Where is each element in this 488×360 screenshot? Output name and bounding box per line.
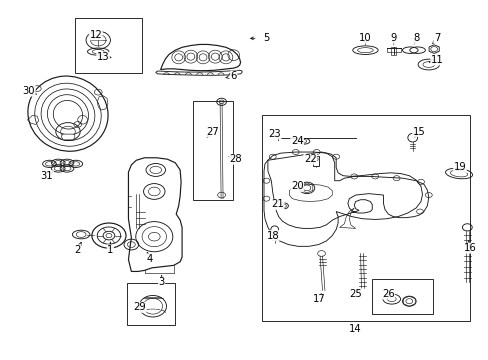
Text: 23: 23: [268, 129, 281, 139]
Text: 12: 12: [89, 30, 102, 40]
Text: 26: 26: [381, 289, 394, 299]
Text: 3: 3: [158, 277, 164, 287]
Bar: [390, 47, 395, 55]
Text: 14: 14: [348, 324, 361, 334]
Text: 25: 25: [348, 289, 361, 299]
Bar: [312, 156, 318, 166]
Text: 17: 17: [312, 294, 325, 304]
Text: 4: 4: [146, 254, 152, 264]
Text: 21: 21: [271, 199, 284, 210]
Text: 20: 20: [290, 181, 303, 192]
Polygon shape: [61, 134, 75, 140]
Text: 11: 11: [430, 55, 443, 65]
Text: 29: 29: [133, 302, 146, 312]
Text: 8: 8: [412, 33, 418, 43]
Text: 2: 2: [74, 245, 81, 255]
Text: 13: 13: [97, 52, 109, 62]
Text: 1: 1: [107, 245, 113, 255]
Bar: [75, 18, 142, 73]
Text: 10: 10: [358, 33, 371, 43]
Text: 5: 5: [263, 33, 269, 43]
Bar: [193, 101, 233, 200]
Text: 24: 24: [290, 136, 303, 146]
Text: 7: 7: [433, 33, 439, 43]
Text: 15: 15: [412, 127, 425, 136]
Bar: [127, 283, 175, 325]
Text: 18: 18: [266, 231, 279, 240]
Text: 28: 28: [229, 154, 242, 164]
Text: 27: 27: [206, 127, 219, 136]
Text: 31: 31: [41, 171, 53, 181]
Text: 9: 9: [390, 33, 396, 43]
Text: 22: 22: [304, 154, 316, 164]
Text: 30: 30: [22, 86, 35, 96]
Bar: [386, 48, 400, 51]
Text: 19: 19: [453, 162, 466, 172]
Bar: [371, 279, 432, 315]
Text: 16: 16: [463, 243, 475, 253]
Bar: [261, 116, 469, 320]
Text: 6: 6: [230, 71, 237, 81]
